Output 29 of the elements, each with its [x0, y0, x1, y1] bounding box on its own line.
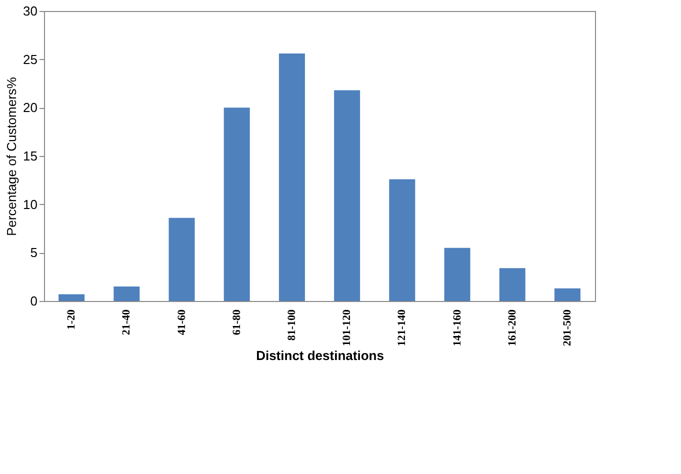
y-tick-label: 20 — [23, 100, 38, 116]
bar — [114, 286, 140, 301]
x-tick-label: 61-80 — [230, 309, 243, 336]
bar — [278, 54, 305, 301]
bar — [224, 108, 250, 301]
bar — [389, 179, 416, 301]
bar — [554, 288, 580, 301]
x-tick-label: 81-100 — [286, 309, 298, 341]
x-tick-label: 101-120 — [341, 309, 354, 346]
x-tick-label: 141-160 — [451, 309, 464, 346]
x-axis-title: Distinct destinations — [256, 348, 384, 364]
y-axis-title: Percentage of Customers% — [4, 76, 20, 236]
bar — [334, 90, 360, 301]
y-tick-label: 15 — [23, 148, 38, 164]
x-tick-label: 161-200 — [506, 309, 518, 346]
bar — [499, 268, 526, 301]
y-tick-label: 5 — [30, 245, 38, 260]
x-tick-label: 41-60 — [176, 309, 188, 336]
y-tick-label: 0 — [30, 294, 38, 308]
y-tick-label: 10 — [23, 196, 38, 212]
x-tick-label: 201-500 — [561, 309, 574, 346]
bar — [444, 248, 470, 301]
x-tick-label: 1-20 — [66, 309, 78, 330]
y-tick-label: 30 — [23, 4, 38, 18]
bar — [168, 218, 195, 301]
bar — [58, 294, 85, 301]
x-tick-label: 121-140 — [396, 309, 408, 346]
y-tick-label: 25 — [23, 52, 38, 67]
x-tick-label: 21-40 — [120, 309, 133, 336]
